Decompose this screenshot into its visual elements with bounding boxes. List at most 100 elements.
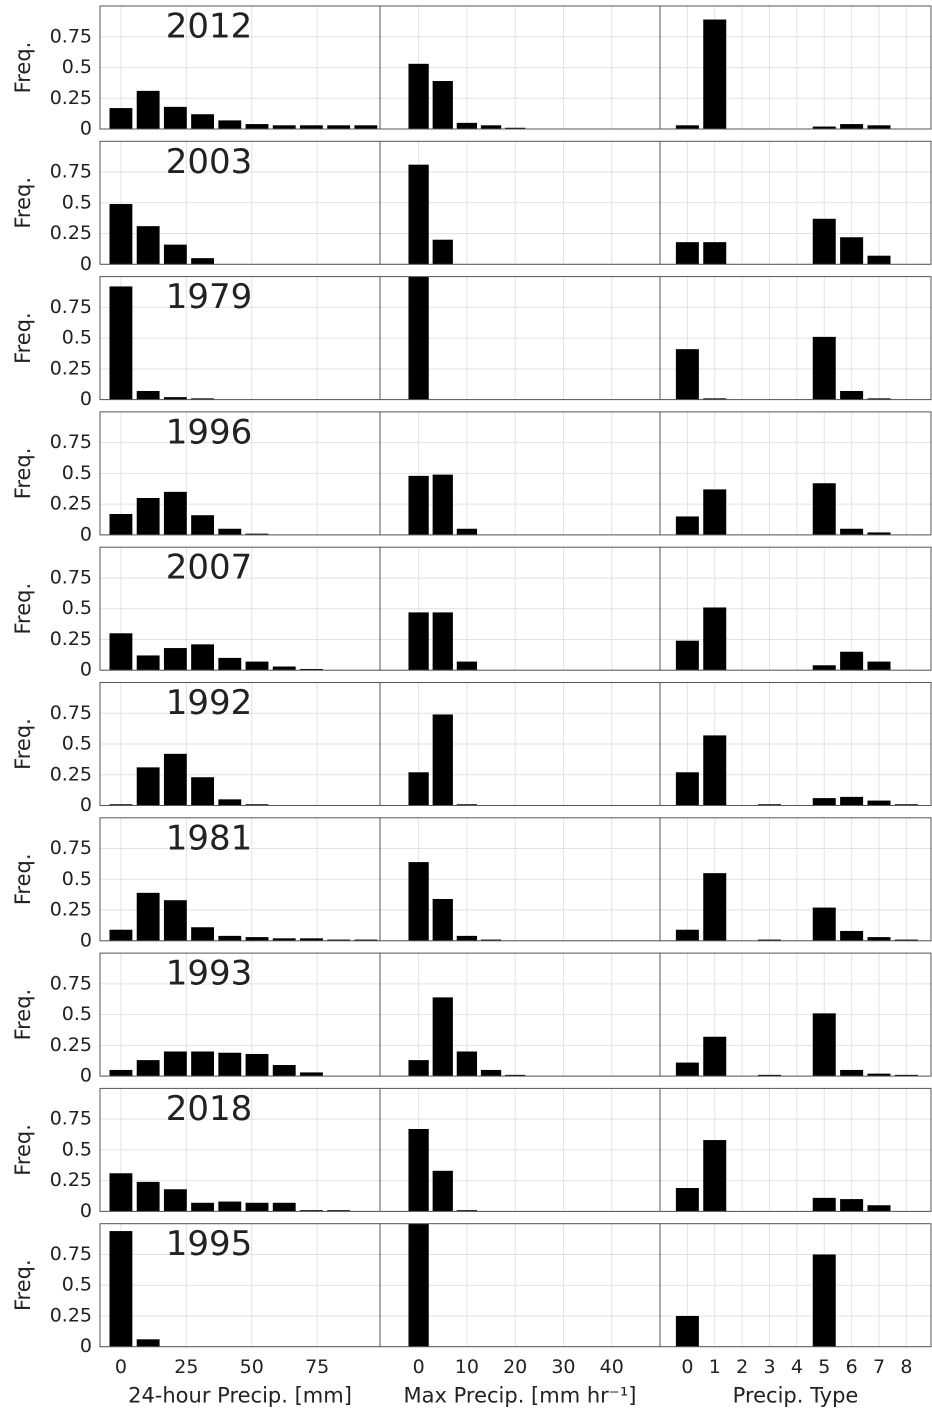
bar (163, 106, 187, 129)
bar (109, 513, 133, 535)
bar (191, 644, 215, 671)
bar (505, 127, 526, 129)
bar (218, 1052, 242, 1077)
bar (432, 997, 453, 1077)
y-tick-label: 0.75 (50, 1108, 92, 1130)
bar (136, 892, 160, 941)
plot-frame (659, 817, 932, 942)
bar (456, 661, 478, 671)
y-tick-label: 0.75 (50, 702, 92, 724)
panel-title: 1981 (166, 818, 253, 858)
bar (812, 907, 836, 941)
y-tick-label: 0 (80, 1065, 92, 1087)
bar (867, 255, 891, 265)
y-tick-label: 0.5 (62, 462, 92, 484)
bar (218, 799, 242, 806)
bar (218, 657, 242, 671)
x-tick-label: 7 (873, 1356, 885, 1378)
plot-frame (659, 682, 932, 806)
bar (456, 804, 478, 806)
bar (408, 63, 429, 130)
y-tick-label: 0 (80, 1200, 92, 1222)
bar (840, 930, 864, 941)
bar (136, 1339, 160, 1347)
x-tick-label: 75 (305, 1356, 329, 1378)
y-tick-label: 0 (80, 388, 92, 410)
bar (408, 862, 429, 941)
bar (812, 1013, 836, 1077)
bar (456, 528, 478, 535)
bar (675, 1315, 699, 1347)
panel-title: 2007 (166, 548, 253, 588)
bar (757, 939, 781, 941)
bar (300, 125, 323, 129)
y-tick-label: 0.75 (50, 296, 92, 318)
bar (163, 397, 187, 400)
plot-frame (659, 952, 932, 1077)
bar (163, 1051, 187, 1077)
bar (136, 1181, 160, 1212)
bar (432, 714, 453, 806)
bar (456, 935, 478, 941)
bar (163, 1189, 187, 1212)
x-tick-label: 4 (791, 1356, 803, 1378)
bar (136, 655, 160, 671)
y-axis-label: Freq. (11, 718, 35, 770)
y-tick-label: 0.5 (62, 191, 92, 213)
bar (703, 1036, 727, 1077)
bar (408, 475, 429, 535)
y-axis-label: Freq. (11, 448, 35, 500)
x-tick-label: 5 (818, 1356, 830, 1378)
y-tick-label: 0.5 (62, 327, 92, 349)
y-tick-label: 0.25 (50, 222, 92, 244)
x-tick-label: 20 (503, 1356, 527, 1378)
bar (191, 258, 215, 265)
x-tick-label: 8 (900, 1356, 912, 1378)
bar (245, 1053, 269, 1077)
bar (840, 1199, 864, 1212)
bar (840, 124, 864, 129)
bar (432, 474, 453, 535)
y-tick-label: 0 (80, 118, 92, 140)
y-axis-label: Freq. (11, 42, 35, 94)
bar (408, 1060, 429, 1077)
y-tick-label: 0 (80, 523, 92, 545)
bar (432, 1170, 453, 1212)
bar (812, 1254, 836, 1347)
panel-title: 1979 (166, 277, 253, 317)
panel-title: 2012 (166, 7, 253, 47)
bar (191, 777, 215, 806)
bar (703, 1140, 727, 1212)
bar (136, 226, 160, 265)
bar (812, 336, 836, 400)
bar (300, 1072, 323, 1077)
bar (812, 126, 836, 129)
bar (505, 1074, 526, 1077)
panel-title: 1996 (166, 412, 253, 452)
bar (757, 1074, 781, 1077)
bar (432, 81, 453, 129)
bar (675, 349, 699, 400)
y-tick-label: 0.75 (50, 566, 92, 588)
bar (812, 665, 836, 671)
bar (408, 772, 429, 806)
bar (757, 804, 781, 806)
bar (327, 125, 351, 129)
bar (245, 533, 269, 535)
bar (675, 242, 699, 265)
y-tick-label: 0 (80, 794, 92, 816)
bar (703, 398, 727, 400)
y-axis-label: Freq. (11, 853, 35, 905)
bar (109, 929, 133, 941)
y-tick-label: 0.75 (50, 161, 92, 183)
y-tick-label: 0.25 (50, 87, 92, 109)
y-tick-label: 0 (80, 1335, 92, 1357)
y-tick-label: 0.75 (50, 1243, 92, 1265)
bar (109, 204, 133, 265)
bar (840, 796, 864, 806)
bar (894, 1074, 918, 1077)
y-tick-label: 0.25 (50, 1169, 92, 1191)
plot-frame (659, 276, 932, 401)
bar (354, 939, 378, 941)
